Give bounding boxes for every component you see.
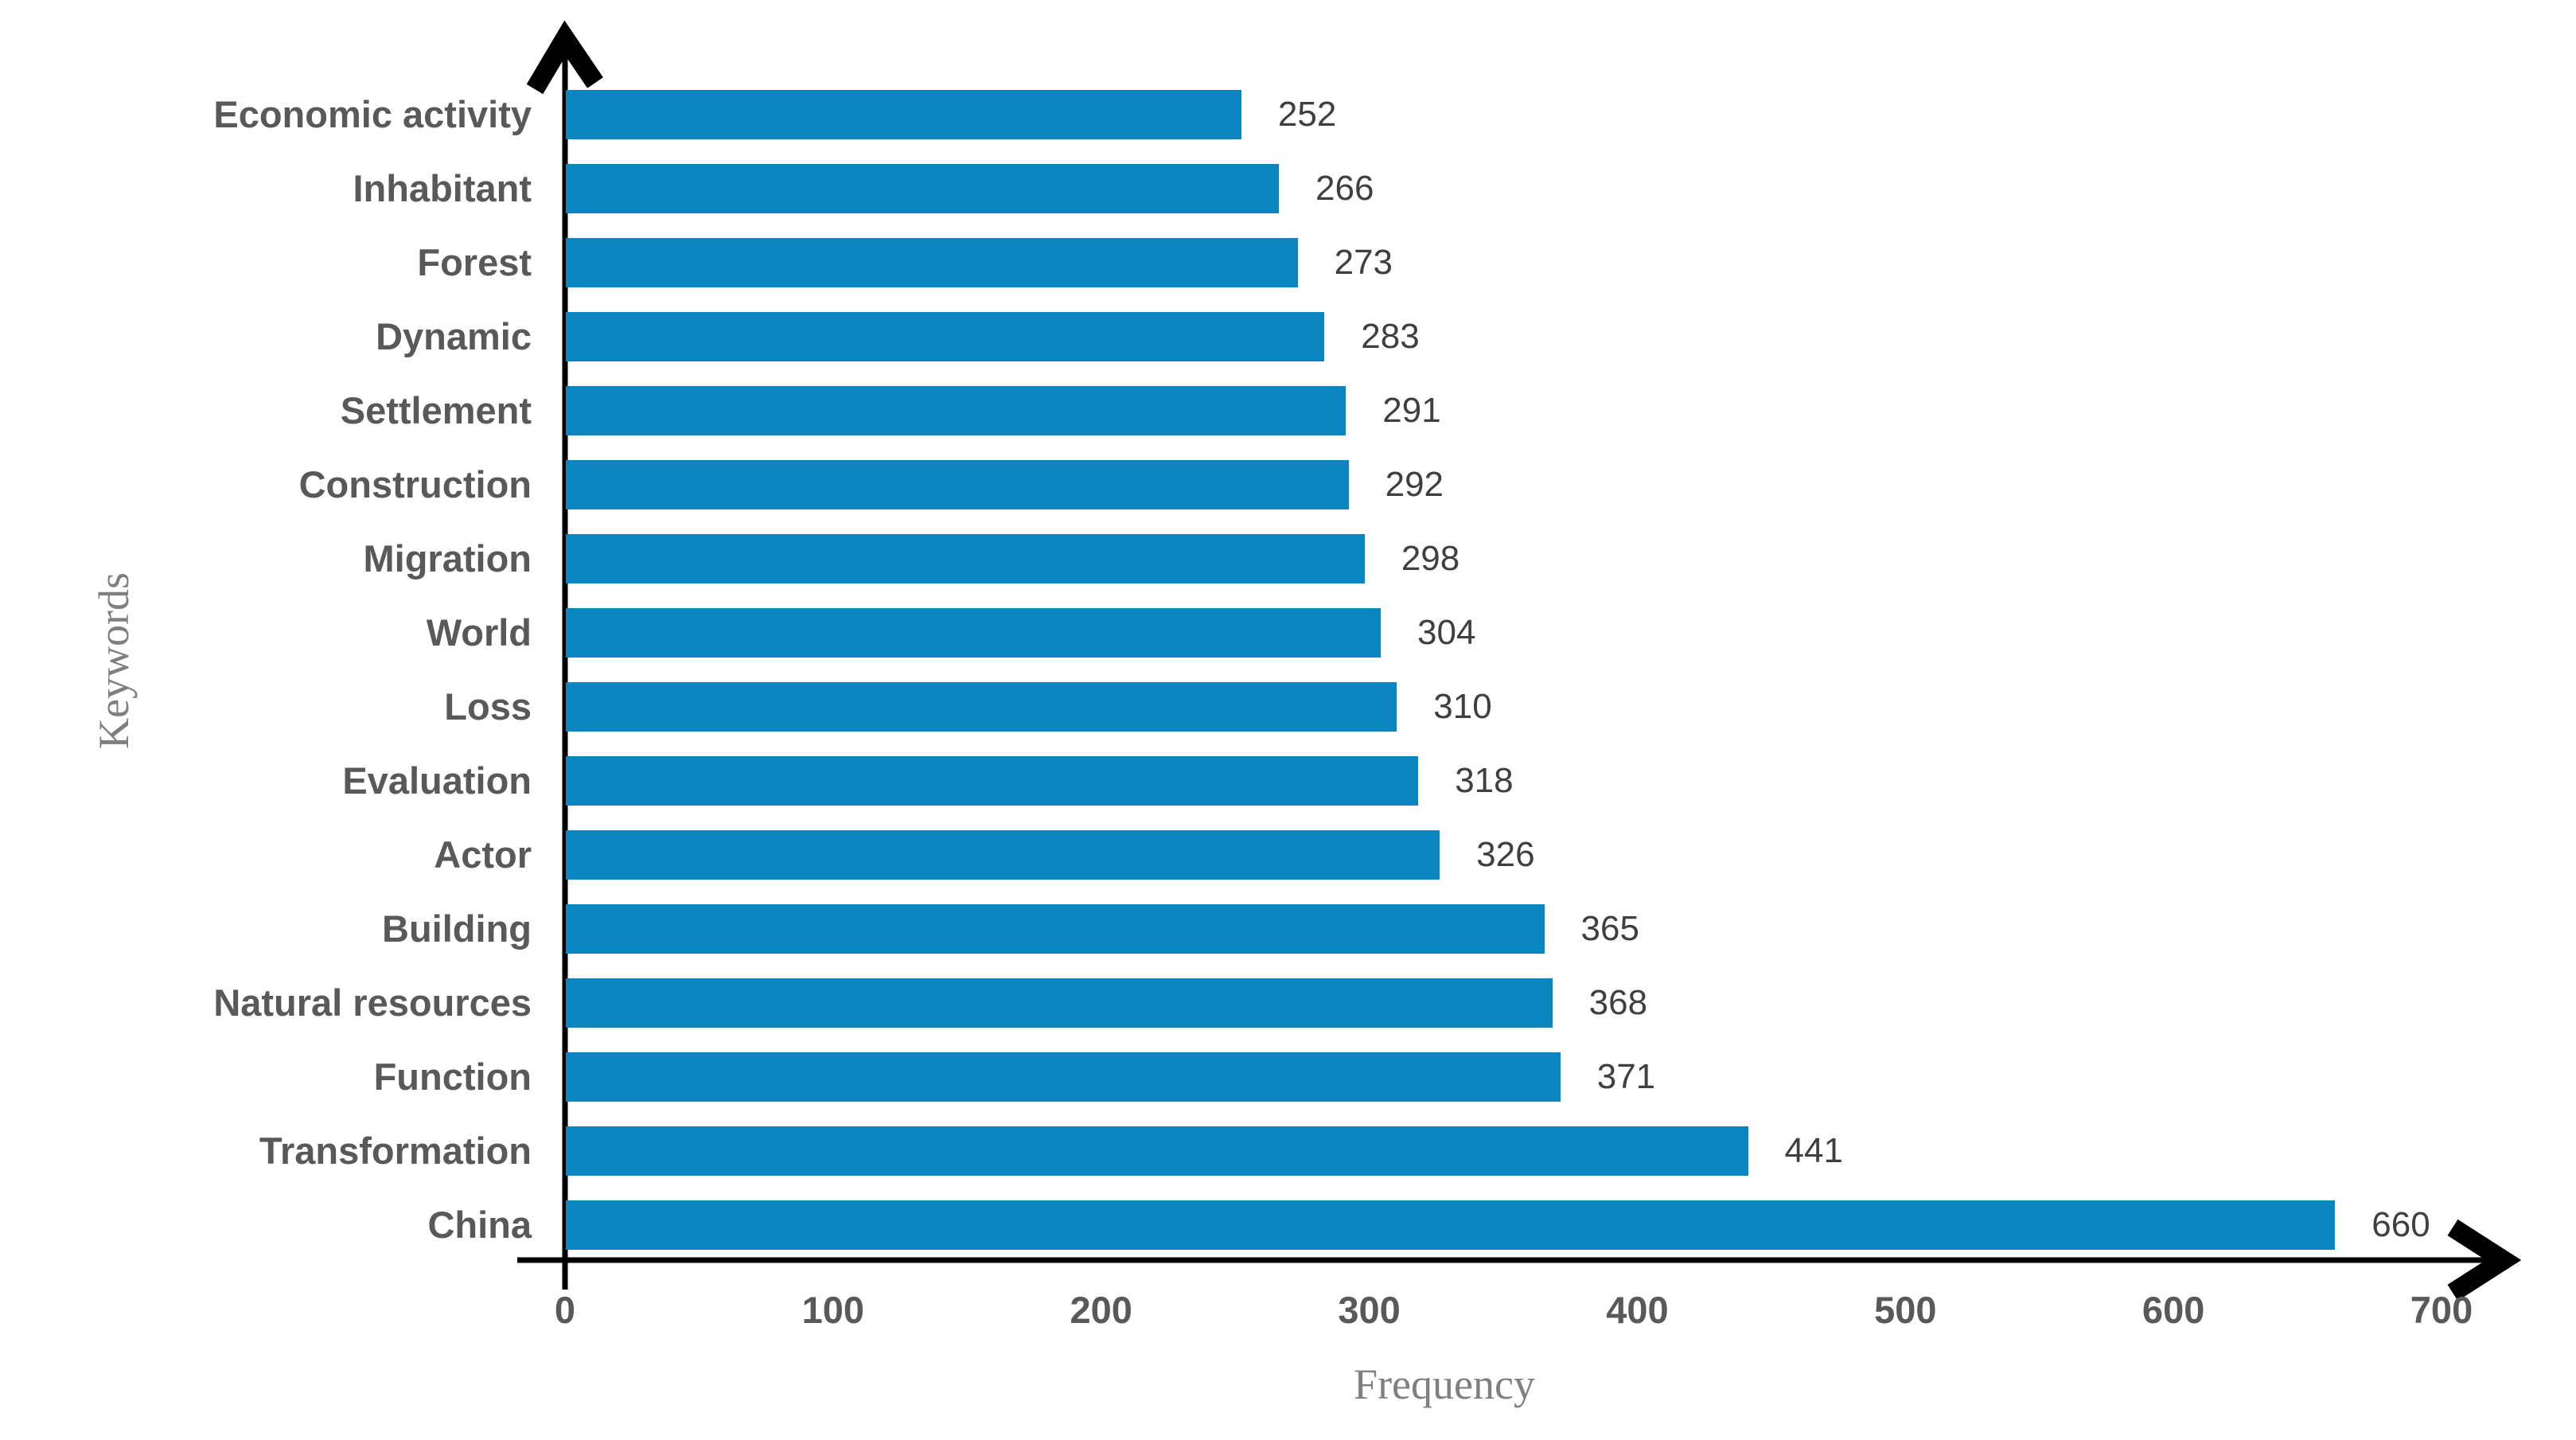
- bar: [566, 903, 1545, 954]
- bar-row: Building 365: [0, 892, 2576, 966]
- bar-row: World 304: [0, 595, 2576, 669]
- category-label: Function: [373, 1056, 532, 1098]
- value-label: 368: [1588, 982, 1648, 1022]
- bar-row: Settlement 291: [0, 373, 2576, 447]
- category-label: Forest: [417, 241, 532, 283]
- bar-row: Loss 310: [0, 669, 2576, 743]
- category-label: Construction: [298, 463, 532, 505]
- category-label: Building: [382, 907, 532, 950]
- value-label: 292: [1385, 464, 1444, 504]
- bar-zone: 298: [566, 533, 2576, 583]
- x-tick-label: 100: [801, 1289, 865, 1331]
- value-label: 371: [1596, 1056, 1656, 1096]
- value-label: 304: [1417, 612, 1476, 652]
- category-label: Settlement: [340, 389, 532, 431]
- bar-zone: 326: [566, 829, 2576, 880]
- value-label: 326: [1476, 834, 1535, 874]
- x-axis-title: Frequency: [1354, 1360, 1535, 1408]
- value-label: 291: [1382, 390, 1441, 430]
- category-label: Evaluation: [342, 759, 532, 802]
- bar-row: China 660: [0, 1188, 2576, 1262]
- value-label: 266: [1315, 168, 1374, 208]
- bar-row: Dynamic 283: [0, 299, 2576, 373]
- category-label: Loss: [444, 685, 532, 728]
- bar-row: Economic activity 252: [0, 77, 2576, 151]
- bar-row: Natural resources 368: [0, 966, 2576, 1040]
- bar: [566, 1052, 1561, 1102]
- bar: [566, 607, 1382, 658]
- bar-zone: 283: [566, 311, 2576, 361]
- bar-row: Actor 326: [0, 818, 2576, 892]
- bar-zone: 441: [566, 1126, 2576, 1176]
- bar-zone: 291: [566, 385, 2576, 435]
- x-tick-label: 600: [2141, 1289, 2205, 1331]
- bar: [566, 459, 1349, 509]
- bar-zone: 252: [566, 89, 2576, 139]
- bar: [566, 385, 1346, 435]
- bar-rows: Economic activity 252 Inhabitant 266 Forest 2…: [0, 77, 2576, 1262]
- bar-row: Inhabitant 266: [0, 151, 2576, 225]
- bar-zone: 266: [566, 163, 2576, 213]
- bar-row: Function 371: [0, 1040, 2576, 1114]
- category-label: Migration: [363, 537, 532, 580]
- bar-row: Migration 298: [0, 521, 2576, 595]
- value-label: 298: [1401, 538, 1460, 578]
- bar-zone: 304: [566, 607, 2576, 658]
- bar: [566, 1126, 1748, 1176]
- bar-zone: 273: [566, 237, 2576, 287]
- bar: [566, 533, 1365, 583]
- value-label: 441: [1784, 1130, 1843, 1170]
- bar-row: Construction 292: [0, 447, 2576, 521]
- x-tick-label: 0: [554, 1289, 576, 1331]
- bar: [566, 1200, 2336, 1250]
- bar-zone: 368: [566, 978, 2576, 1028]
- bar: [566, 89, 1241, 139]
- category-label: Dynamic: [376, 315, 532, 357]
- bar-row: Transformation 441: [0, 1114, 2576, 1188]
- bar: [566, 237, 1298, 287]
- bar-zone: 371: [566, 1052, 2576, 1102]
- bar-zone: 660: [566, 1200, 2576, 1250]
- x-tick-label: 500: [1874, 1289, 1937, 1331]
- category-label: China: [427, 1204, 532, 1246]
- category-label: Transformation: [259, 1130, 532, 1172]
- x-tick-label: 300: [1338, 1289, 1401, 1331]
- bar: [566, 829, 1440, 880]
- category-label: Inhabitant: [353, 167, 532, 209]
- value-label: 365: [1580, 908, 1639, 948]
- bar: [566, 681, 1397, 732]
- x-tick-label: 700: [2410, 1289, 2473, 1331]
- bar-zone: 318: [566, 755, 2576, 806]
- value-label: 283: [1361, 316, 1420, 356]
- bar-zone: 292: [566, 459, 2576, 509]
- bar: [566, 755, 1419, 806]
- bar-row: Evaluation 318: [0, 743, 2576, 818]
- y-axis-title: Keywords: [90, 572, 138, 749]
- bar-zone: 365: [566, 903, 2576, 954]
- value-label: 252: [1277, 94, 1337, 134]
- x-axis-ticks: 0 100 200 300 400 500 600 700: [0, 1291, 2576, 1347]
- value-label: 318: [1455, 760, 1514, 800]
- value-label: 660: [2371, 1204, 2430, 1244]
- x-tick-label: 200: [1070, 1289, 1132, 1331]
- x-tick-label: 400: [1606, 1289, 1669, 1331]
- value-label: 310: [1433, 686, 1492, 726]
- bar: [566, 311, 1325, 361]
- category-label: World: [426, 611, 532, 654]
- value-label: 273: [1334, 242, 1393, 282]
- bar-zone: 310: [566, 681, 2576, 732]
- category-label: Natural resources: [213, 981, 532, 1024]
- bar: [566, 978, 1553, 1028]
- category-label: Economic activity: [213, 93, 532, 135]
- bar: [566, 163, 1280, 213]
- bar-row: Forest 273: [0, 225, 2576, 299]
- category-label: Actor: [434, 833, 532, 876]
